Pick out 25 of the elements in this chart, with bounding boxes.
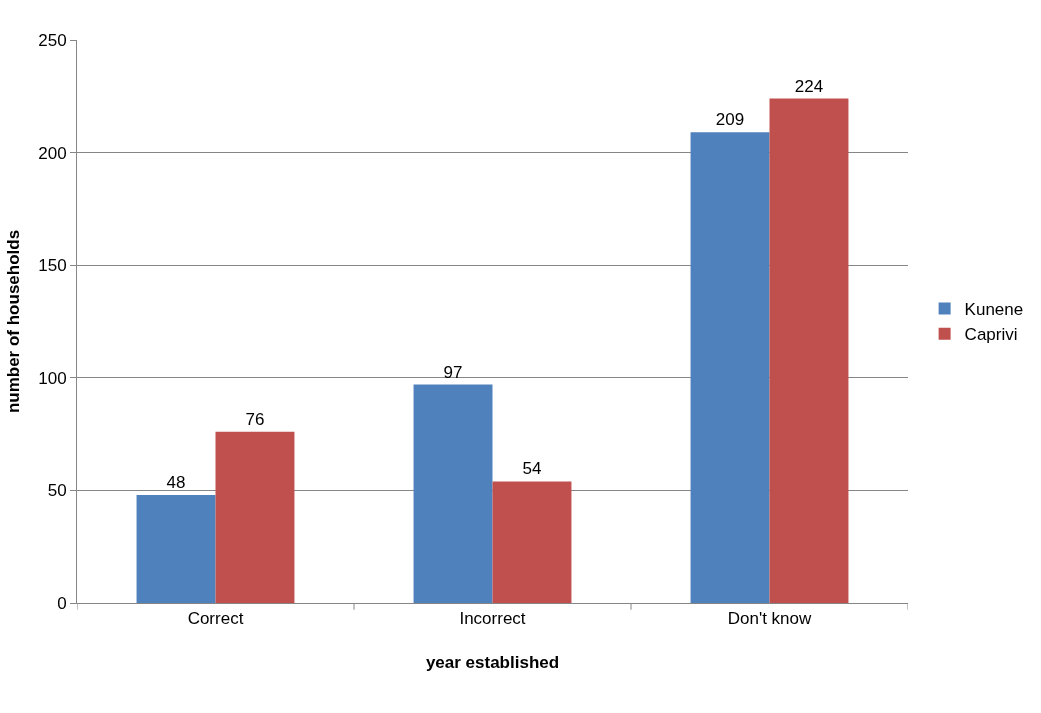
bar [690,132,770,603]
y-tick-label: 150 [38,256,67,276]
y-tick-label: 0 [57,593,67,613]
y-tick-label: 200 [38,143,67,163]
bar [215,431,295,603]
x-tick-label: Incorrect [459,609,526,629]
data-label: 209 [715,110,745,130]
x-tick-label: Don't know [727,609,812,629]
y-tick-label: 250 [38,30,67,50]
data-label: 54 [522,459,542,479]
bar [769,98,849,603]
y-axis-title: number of households [3,229,23,414]
x-axis-title: year established [425,652,560,672]
bar [413,384,493,603]
data-label: 76 [245,409,265,429]
bar [492,481,572,603]
x-tick-label: Correct [187,609,244,629]
y-tick-label: 50 [47,481,67,501]
y-tick-label: 100 [38,368,67,388]
data-label: 97 [443,362,463,382]
legend-label: Caprivi [964,325,1018,345]
bar [136,494,216,603]
data-label: 48 [166,472,186,492]
legend-label: Kunene [964,300,1024,320]
data-label: 224 [794,76,824,96]
